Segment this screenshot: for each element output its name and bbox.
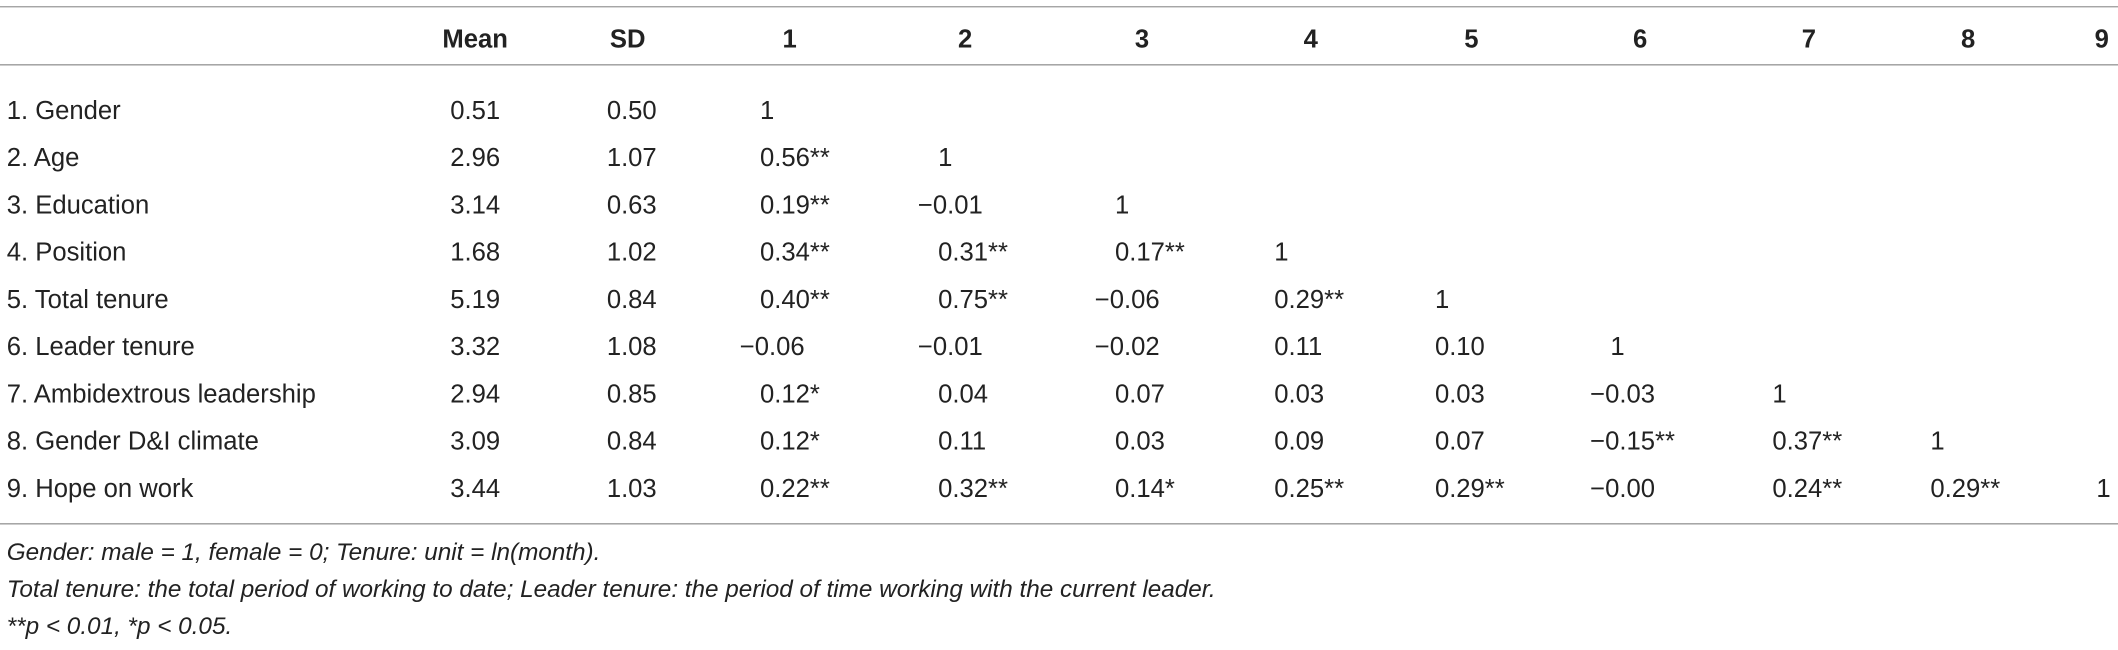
cell: 1.02 bbox=[607, 239, 657, 267]
cell: 1 bbox=[2096, 475, 2110, 503]
cell: −0.01 bbox=[918, 333, 983, 361]
cell: −0.01 bbox=[918, 191, 983, 219]
column-header: SD bbox=[610, 25, 646, 53]
cell: 0.19** bbox=[760, 191, 830, 219]
cell: 0.22** bbox=[760, 475, 830, 503]
cell: 1 bbox=[1610, 333, 1624, 361]
cell: 3.32 bbox=[450, 333, 500, 361]
cell: 0.50 bbox=[607, 97, 657, 125]
cell: 0.12* bbox=[760, 380, 820, 408]
row-label: 8. Gender D&I climate bbox=[7, 428, 259, 456]
row-label: 7. Ambidextrous leadership bbox=[7, 380, 316, 408]
cell: 0.11 bbox=[938, 428, 986, 456]
column-header: 3 bbox=[1135, 25, 1149, 53]
cell: 0.12* bbox=[760, 428, 820, 456]
cell: 1.07 bbox=[607, 144, 657, 172]
cell: 0.32** bbox=[938, 475, 1008, 503]
cell: 0.29** bbox=[1435, 475, 1505, 503]
cell: 1.03 bbox=[607, 475, 657, 503]
cell: 1 bbox=[760, 97, 774, 125]
cell: 0.85 bbox=[607, 380, 657, 408]
cell: 0.03 bbox=[1274, 380, 1324, 408]
cell: 0.40** bbox=[760, 286, 830, 314]
column-header: Mean bbox=[442, 25, 508, 53]
cell: 1.08 bbox=[607, 333, 657, 361]
cell: 0.09 bbox=[1274, 428, 1324, 456]
column-header: 7 bbox=[1802, 25, 1816, 53]
cell: 1 bbox=[1435, 286, 1449, 314]
cell: 0.75** bbox=[938, 286, 1008, 314]
cell: 2.94 bbox=[450, 380, 500, 408]
cell: 1 bbox=[1115, 191, 1129, 219]
cell: 0.29** bbox=[1930, 475, 2000, 503]
cell: 0.25** bbox=[1274, 475, 1344, 503]
cell: 0.10 bbox=[1435, 333, 1485, 361]
cell: 0.11 bbox=[1274, 333, 1322, 361]
cell: 0.84 bbox=[607, 428, 657, 456]
row-label: 4. Position bbox=[7, 239, 127, 267]
cell: 1 bbox=[938, 144, 952, 172]
cell: 0.37** bbox=[1772, 428, 1842, 456]
cell: 0.07 bbox=[1435, 428, 1485, 456]
table-note: **p < 0.01, *p < 0.05. bbox=[7, 613, 232, 640]
column-header: 6 bbox=[1633, 25, 1647, 53]
cell: 0.04 bbox=[938, 380, 988, 408]
row-label: 9. Hope on work bbox=[7, 475, 194, 503]
column-header: 8 bbox=[1961, 25, 1975, 53]
row-label: 5. Total tenure bbox=[7, 286, 169, 314]
cell: 0.03 bbox=[1435, 380, 1485, 408]
cell: −0.06 bbox=[1095, 286, 1160, 314]
row-label: 1. Gender bbox=[7, 97, 121, 125]
cell: 0.84 bbox=[607, 286, 657, 314]
column-header: 5 bbox=[1464, 25, 1478, 53]
cell: 0.34** bbox=[760, 239, 830, 267]
column-header: 9 bbox=[2095, 25, 2109, 53]
cell: 2.96 bbox=[450, 144, 500, 172]
cell: 0.63 bbox=[607, 191, 657, 219]
cell: 0.17** bbox=[1115, 239, 1185, 267]
cell: −0.06 bbox=[740, 333, 805, 361]
cell: 1 bbox=[1930, 428, 1944, 456]
cell: 3.09 bbox=[450, 428, 500, 456]
cell: 0.03 bbox=[1115, 428, 1165, 456]
table-note: Total tenure: the total period of workin… bbox=[7, 576, 1216, 603]
cell: −0.02 bbox=[1095, 333, 1160, 361]
cell: 0.29** bbox=[1274, 286, 1344, 314]
cell: 3.14 bbox=[450, 191, 500, 219]
cell: 0.24** bbox=[1772, 475, 1842, 503]
cell: 5.19 bbox=[450, 286, 500, 314]
cell: 1.68 bbox=[450, 239, 500, 267]
row-label: 3. Education bbox=[7, 191, 149, 219]
column-header: 4 bbox=[1304, 25, 1319, 53]
column-header: 1 bbox=[783, 25, 797, 53]
cell: 3.44 bbox=[450, 475, 500, 503]
row-label: 6. Leader tenure bbox=[7, 333, 195, 361]
cell: 1 bbox=[1274, 239, 1288, 267]
cell: −0.00 bbox=[1590, 475, 1655, 503]
cell: 0.31** bbox=[938, 239, 1008, 267]
cell: 0.14* bbox=[1115, 475, 1175, 503]
row-label: 2. Age bbox=[7, 144, 80, 172]
cell: 0.56** bbox=[760, 144, 830, 172]
table-note: Gender: male = 1, female = 0; Tenure: un… bbox=[7, 539, 601, 566]
cell: 0.07 bbox=[1115, 380, 1165, 408]
column-header: 2 bbox=[958, 25, 972, 53]
cell: 1 bbox=[1772, 380, 1786, 408]
cell: 0.51 bbox=[450, 97, 500, 125]
cell: −0.15** bbox=[1590, 428, 1675, 456]
cell: −0.03 bbox=[1590, 380, 1655, 408]
